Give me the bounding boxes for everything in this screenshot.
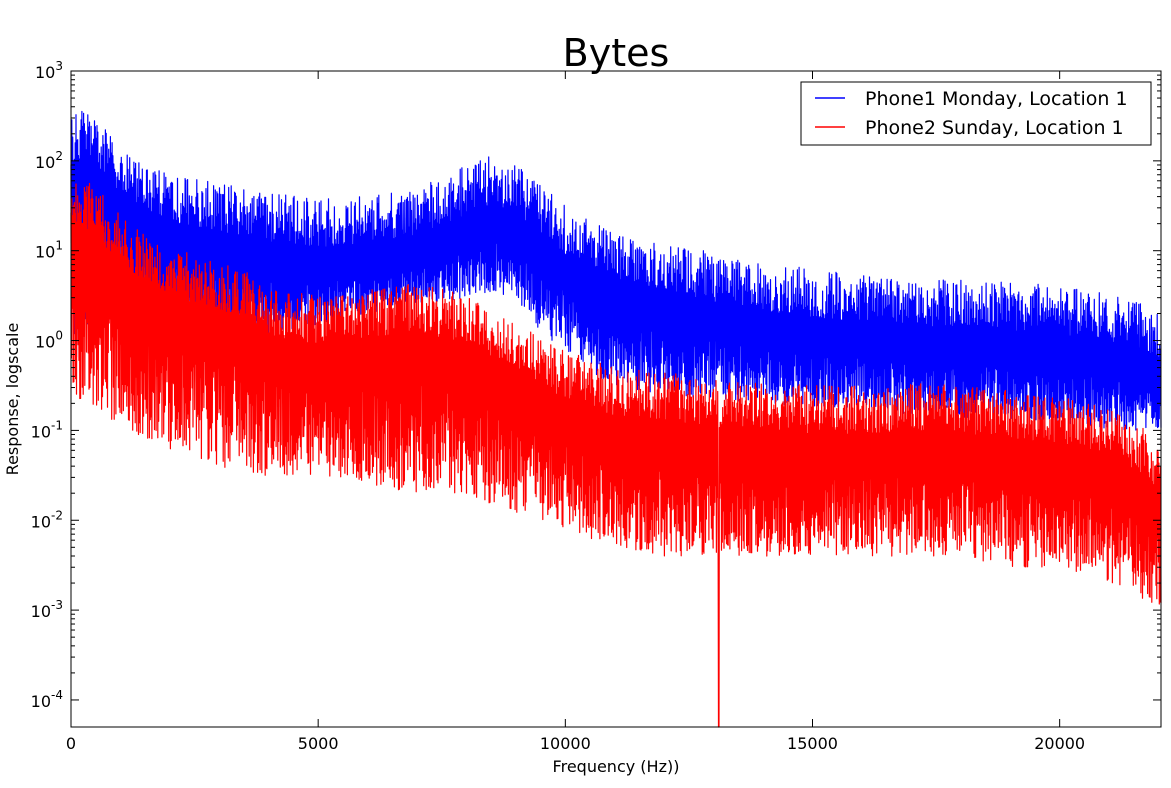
y-tick-label: 103 — [35, 59, 63, 82]
legend-label-series-2: Phone2 Sunday, Location 1 — [865, 117, 1124, 139]
ticks-layer: 0 5000 10000 15000 20000 10-4 10-3 10-2 10-1 100 1… — [31, 59, 1161, 753]
y-tick-label: 102 — [35, 149, 63, 172]
x-tick-label: 5000 — [298, 734, 339, 753]
y-tick-label: 10-4 — [31, 688, 63, 711]
x-tick-label: 20000 — [1034, 734, 1085, 753]
y-tick-label: 100 — [35, 329, 63, 352]
chart-title: Bytes — [563, 31, 670, 75]
series-line-1 — [70, 110, 1162, 431]
legend: Phone1 Monday, Location 1 Phone2 Sunday,… — [800, 81, 1152, 146]
x-tick-label: 15000 — [787, 734, 838, 753]
plot-frame — [70, 70, 1162, 728]
x-tick-label: 10000 — [540, 734, 591, 753]
y-tick-label: 101 — [35, 239, 63, 262]
x-tick-label: 0 — [66, 734, 76, 753]
series-line-2 — [70, 182, 1162, 728]
y-axis-title: Response, logscale — [3, 323, 22, 476]
x-axis-title: Frequency (Hz)) — [553, 757, 680, 776]
y-tick-label: 10-2 — [31, 508, 63, 531]
legend-box — [800, 81, 1152, 146]
series-layer — [70, 110, 1162, 728]
legend-label-series-1: Phone1 Monday, Location 1 — [865, 88, 1128, 110]
y-tick-label: 10-1 — [31, 418, 63, 441]
y-tick-label: 10-3 — [31, 598, 63, 621]
